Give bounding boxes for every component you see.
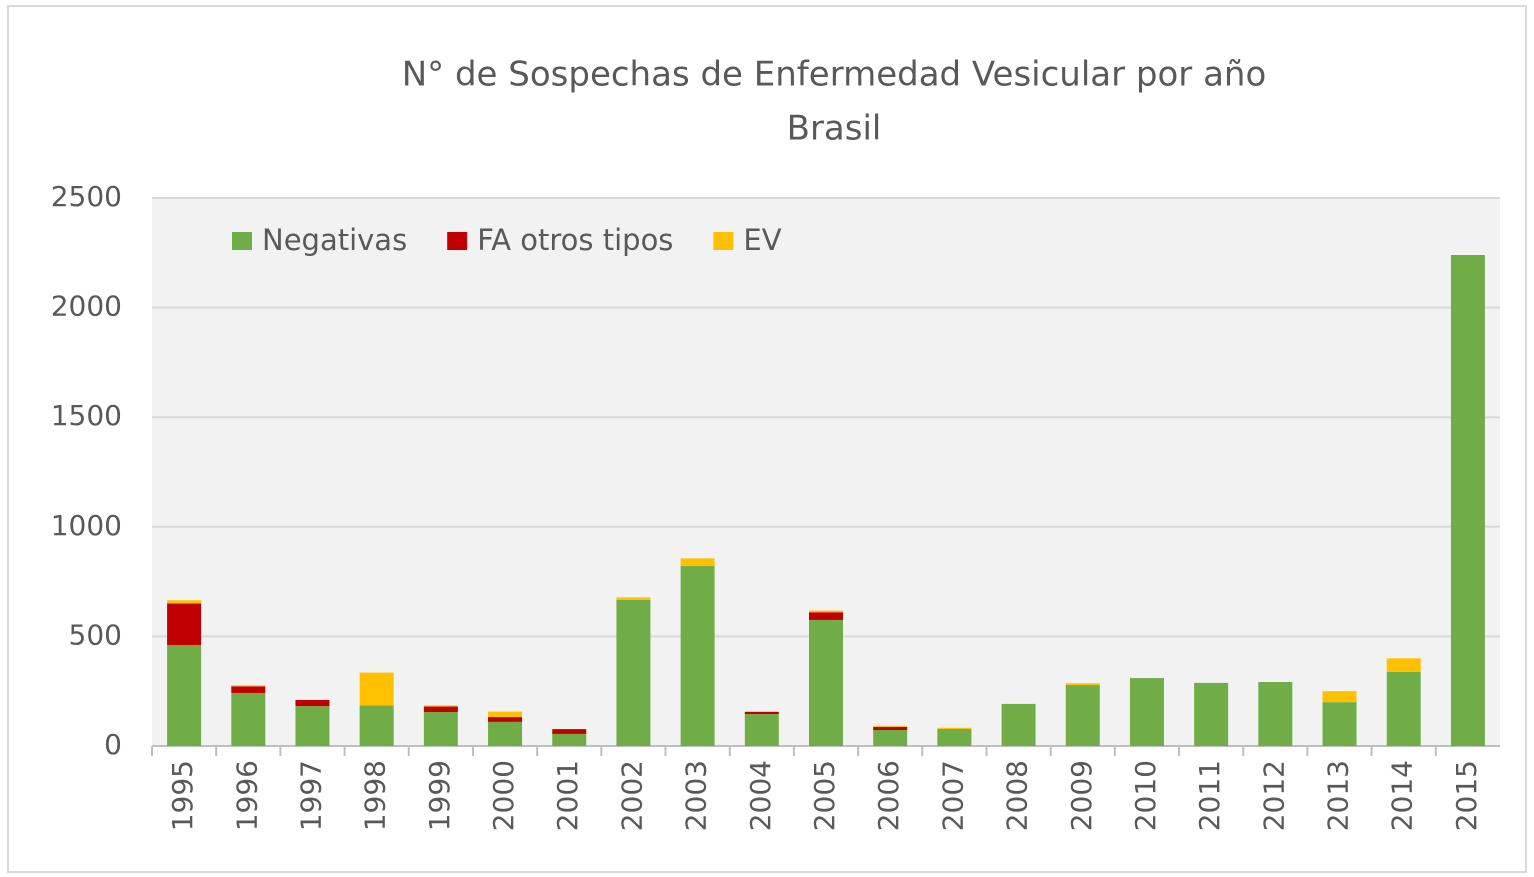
y-tick-label: 2000 xyxy=(51,290,122,323)
bar-segment xyxy=(167,645,202,746)
bar-segment xyxy=(616,597,651,601)
bar-segment xyxy=(1450,254,1485,746)
bar-segment xyxy=(552,733,587,746)
bar-segment xyxy=(295,699,330,707)
bar-segment xyxy=(295,706,330,746)
x-tick-label: 2015 xyxy=(1450,760,1483,831)
x-tick-label: 2007 xyxy=(936,760,969,831)
bar-segment xyxy=(167,603,202,646)
bar-segment xyxy=(1194,682,1229,746)
bar-segment xyxy=(167,600,202,604)
bar-segment xyxy=(488,711,523,718)
legend-swatch xyxy=(232,232,252,250)
x-tick-label: 2014 xyxy=(1386,760,1419,831)
bar-segment xyxy=(488,717,523,722)
x-tick-label: 2002 xyxy=(615,760,648,831)
bar-segment xyxy=(423,705,458,707)
legend-label: Negativas xyxy=(262,223,407,257)
bar-segment xyxy=(359,705,394,746)
bar-segment xyxy=(1129,678,1164,746)
y-tick-label: 500 xyxy=(69,618,122,651)
bar-segment xyxy=(423,712,458,746)
bar-segment xyxy=(1065,683,1100,686)
y-tick-label: 1000 xyxy=(51,509,122,542)
bar-segment xyxy=(423,706,458,713)
bar-segment xyxy=(488,721,523,746)
bar-segment xyxy=(873,729,908,746)
bar-segment xyxy=(744,713,779,746)
x-tick-label: 2009 xyxy=(1065,760,1098,831)
x-tick-label: 1999 xyxy=(423,760,456,831)
x-tick-label: 1997 xyxy=(294,760,327,831)
bar-segment xyxy=(359,672,394,706)
x-tick-label: 2006 xyxy=(872,760,905,831)
bar-segment xyxy=(937,728,972,746)
y-tick-label: 0 xyxy=(104,728,122,761)
bar-segment xyxy=(937,727,972,729)
x-tick-label: 1995 xyxy=(166,760,199,831)
bar-segment xyxy=(231,686,266,693)
bar-segment xyxy=(1386,658,1421,672)
bar-segment xyxy=(552,729,587,734)
y-tick-label: 2500 xyxy=(51,180,122,213)
x-tick-label: 2011 xyxy=(1193,760,1226,831)
x-tick-label: 2005 xyxy=(808,760,841,831)
bar-segment xyxy=(809,610,843,613)
chart-subtitle: Brasil xyxy=(787,109,882,149)
bar-segment xyxy=(873,725,908,727)
x-tick-label: 2000 xyxy=(487,760,520,831)
x-tick-label: 2001 xyxy=(551,760,584,831)
bar-segment xyxy=(231,692,266,746)
x-tick-label: 1998 xyxy=(359,760,392,831)
bar-segment xyxy=(616,600,651,746)
x-tick-label: 1996 xyxy=(230,760,263,831)
bar-segment xyxy=(1258,681,1293,746)
bar-segment xyxy=(680,558,715,567)
bar-segment xyxy=(1001,703,1036,746)
x-tick-label: 2013 xyxy=(1322,760,1355,831)
x-tick-label: 2004 xyxy=(744,760,777,831)
legend-label: EV xyxy=(743,223,781,257)
bar-segment xyxy=(809,619,843,746)
bar-segment xyxy=(1322,702,1357,746)
legend-swatch xyxy=(447,232,468,250)
legend-label: FA otros tipos xyxy=(477,223,673,257)
x-tick-label: 2003 xyxy=(680,760,713,831)
x-tick-label: 2008 xyxy=(1001,760,1034,831)
bar-segment xyxy=(809,612,843,620)
chart-title: N° de Sospechas de Enfermedad Vesicular … xyxy=(402,55,1267,95)
y-tick-label: 1500 xyxy=(51,399,122,432)
bar-segment xyxy=(231,685,266,687)
x-tick-label: 2010 xyxy=(1129,760,1162,831)
bar-segment xyxy=(1065,685,1100,746)
legend-swatch xyxy=(713,232,734,250)
bar-segment xyxy=(873,726,908,730)
bar-segment xyxy=(680,566,715,746)
bar-segment xyxy=(1386,671,1421,746)
x-tick-label: 2012 xyxy=(1257,760,1290,831)
bar-segment xyxy=(744,711,779,714)
bar-segment xyxy=(1322,691,1357,703)
